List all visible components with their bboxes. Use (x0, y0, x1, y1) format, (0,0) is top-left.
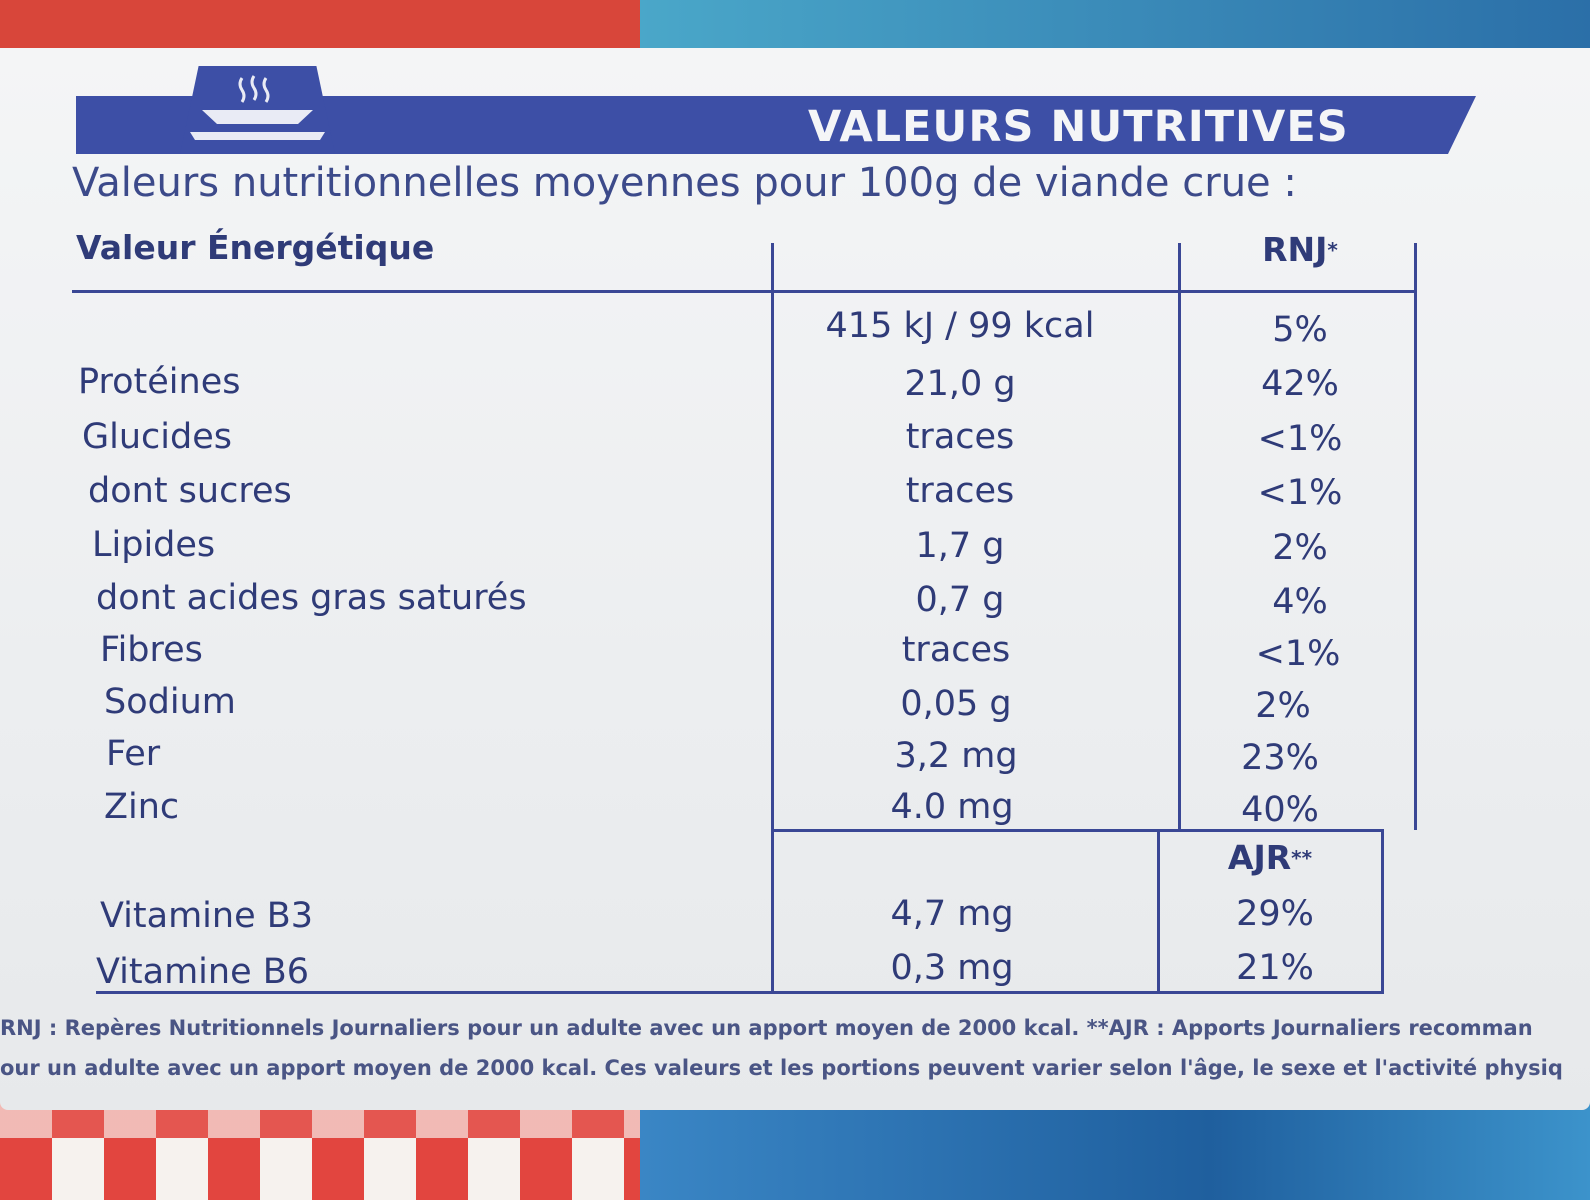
column-divider-left (771, 243, 774, 993)
table-row-label: Vitamine B3 (100, 896, 314, 936)
table-row-pct: 2% (1272, 528, 1328, 568)
packaging-blue-bottom (640, 1100, 1590, 1200)
column-divider-right-lower (1157, 829, 1160, 993)
table-row-value: 3,2 mg (894, 736, 1018, 776)
table-row-label: dont sucres (88, 471, 292, 511)
table-row-value: traces (905, 471, 1015, 511)
table-row-value: 0,7 g (915, 580, 1005, 620)
table-row-value: traces (901, 630, 1011, 670)
table-row-label: Sodium (104, 682, 236, 722)
table-row-value: 1,7 g (915, 526, 1005, 566)
table-row-value: 4,7 mg (890, 894, 1014, 934)
table-row-label: Glucides (82, 417, 232, 457)
table-row-value: 21,0 g (904, 364, 1016, 404)
table-row-label: Zinc (104, 787, 180, 827)
table-row-pct: 21% (1236, 948, 1314, 988)
header-underline (72, 290, 1417, 293)
table-row-pct: <1% (1257, 419, 1343, 459)
table-row-pct: 23% (1241, 738, 1319, 778)
column-divider-right (1178, 243, 1181, 830)
ajr-separator (771, 829, 1384, 832)
column-header-rnj: RNJ* (1262, 230, 1338, 269)
packaging-checkered-pattern (0, 1100, 640, 1200)
table-row-label: dont acides gras saturés (96, 578, 527, 618)
table-row-pct: 40% (1241, 790, 1319, 830)
column-header-ajr: AJR** (1227, 838, 1313, 877)
table-row-label: Fibres (100, 630, 203, 670)
footnote-line-2: our un adulte avec un apport moyen de 20… (0, 1056, 1563, 1080)
table-row-pct: <1% (1257, 473, 1343, 513)
table-row-label: Vitamine B6 (96, 952, 310, 992)
steaming-dish-icon (190, 75, 325, 140)
table-row-label: Fer (106, 734, 161, 774)
table-row-pct: 29% (1236, 894, 1314, 934)
table-subtitle: Valeurs nutritionnelles moyennes pour 10… (72, 160, 1297, 206)
table-row-pct: 4% (1272, 582, 1328, 622)
energy-value: 415 kJ / 99 kcal (825, 306, 1095, 346)
table-row-value: 0,05 g (900, 684, 1012, 724)
nutrition-label (0, 48, 1590, 1110)
table-row-label: Lipides (92, 525, 216, 565)
table-row-value: traces (905, 417, 1015, 457)
table-row-value: 0,3 mg (890, 948, 1014, 988)
energy-pct: 5% (1272, 310, 1328, 350)
table-bottom-border (96, 991, 1384, 994)
column-header-label: Valeur Énergétique (76, 228, 435, 267)
table-right-border (1414, 243, 1417, 830)
table-row-pct: 42% (1261, 364, 1339, 404)
table-row-pct: <1% (1255, 634, 1341, 674)
table-row-value: 4.0 mg (890, 787, 1014, 827)
table-row-pct: 2% (1255, 686, 1311, 726)
table-row-label: Protéines (78, 362, 241, 402)
section-title: VALEURS NUTRITIVES (808, 102, 1349, 152)
table-right-border-lower (1381, 829, 1384, 993)
footnote-line-1: RNJ : Repères Nutritionnels Journaliers … (0, 1016, 1533, 1040)
